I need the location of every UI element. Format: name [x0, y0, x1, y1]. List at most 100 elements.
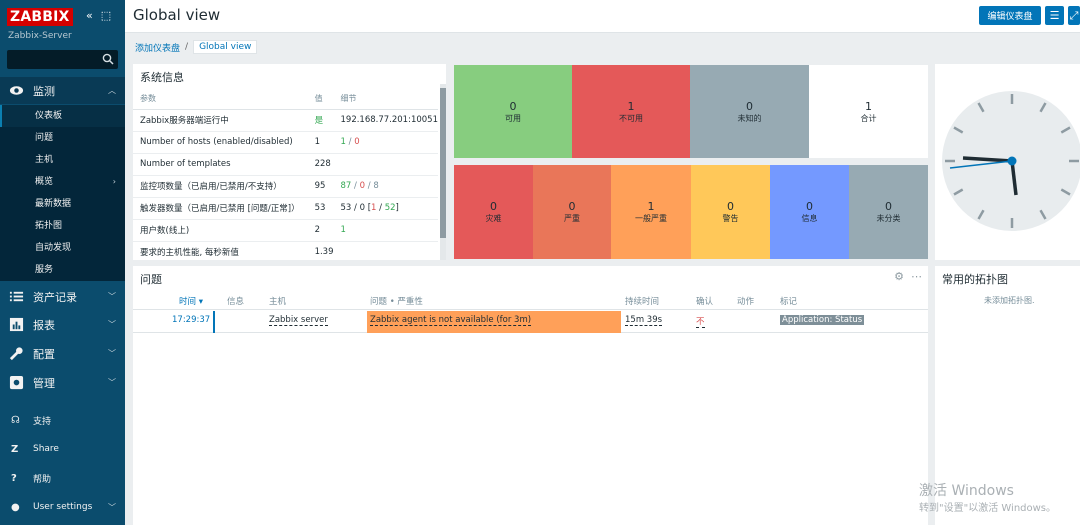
headset-icon: ☊ [11, 414, 20, 426]
menu-share-label: Share [33, 444, 59, 454]
severity-tile-information[interactable]: 0 信息 [770, 165, 849, 259]
submenu-label: 拓扑图 [35, 221, 63, 231]
chevron-right-icon: › [112, 177, 116, 186]
submenu-services[interactable]: 服务 [0, 259, 125, 281]
detail-prefix: 53 / 0 [ [340, 203, 372, 213]
separator: / [376, 203, 385, 213]
menu-support[interactable]: ☊ 支持 [0, 408, 125, 432]
enabled-count: 1 [340, 137, 346, 147]
submenu-latest-data[interactable]: 最新数据 [0, 193, 125, 215]
severity-tile-warning[interactable]: 0 警告 [691, 165, 770, 259]
menu-help-label: 帮助 [33, 474, 52, 485]
severity-tile-high[interactable]: 0 严重 [533, 165, 611, 259]
severity-tile-average[interactable]: 1 一般严重 [611, 165, 691, 259]
collapse-sidebar-icon[interactable]: « [86, 9, 93, 22]
system-info-table: 参数 值 细节 Zabbix服务器端运行中 是 192.168.77.201:1… [133, 88, 438, 260]
value-cell: 53 [307, 197, 334, 220]
submenu-overview[interactable]: 概览 › [0, 171, 125, 193]
submenu-maps[interactable]: 拓扑图 [0, 215, 125, 237]
tile-label: 严重 [564, 214, 580, 223]
menu-administration[interactable]: 管理 ﹀ [0, 369, 125, 396]
tile-label: 信息 [801, 214, 818, 223]
widget-title: 常用的拓扑图 [942, 273, 1008, 286]
submenu-problems[interactable]: 问题 [0, 127, 125, 149]
breadcrumb-separator: / [185, 42, 189, 52]
param-cell: 监控项数量（已启用/已禁用/不支持） [133, 175, 308, 198]
detail-cell: 192.168.77.201:10051 [333, 109, 438, 132]
separator: / [345, 137, 355, 147]
table-header-row: 参数 值 细节 [133, 88, 438, 110]
zabbix-logo[interactable]: ZABBIX [7, 8, 73, 26]
severity-tile-not-classified[interactable]: 0 未分类 [849, 165, 928, 259]
detail-cell: 53 / 0 [1 / 52] [333, 197, 438, 220]
problem-tag: Application: Status [780, 315, 865, 325]
menu-reports[interactable]: 报表 ﹀ [0, 311, 125, 338]
system-info-widget: 系统信息 参数 值 细节 Zabbix服务器端运行中 是 192.168.77.… [133, 64, 446, 260]
fullscreen-button[interactable]: ⤢ [1068, 6, 1080, 25]
problem-time[interactable]: 17:29:37 [172, 315, 211, 325]
table-row: 监控项数量（已启用/已禁用/不支持） 95 87 / 0 / 8 [133, 175, 438, 198]
search-icon[interactable] [102, 53, 114, 65]
problem-name[interactable]: Zabbix agent is not available (for 3m) [370, 315, 532, 326]
sidebar: ZABBIX « ⬚ Zabbix-Server 监测 ︿ 仪表板 问题 主机 … [0, 0, 125, 525]
menu-user-settings[interactable]: ● User settings ﹀ [0, 495, 125, 519]
windows-activation-watermark: 激活 Windows 转到"设置"以激活 Windows。 [919, 483, 1056, 517]
breadcrumb-current[interactable]: Global view [193, 40, 258, 54]
submenu-label: 问题 [35, 133, 54, 143]
menu-monitoring[interactable]: 监测 ︿ [0, 77, 125, 104]
menu-configuration[interactable]: 配置 ﹀ [0, 340, 125, 367]
tile-count: 0 [509, 99, 517, 113]
problem-count: 1 [371, 203, 377, 213]
problems-table-header: 时间 ▾ 信息 主机 问题 • 严重性 持续时间 确认 动作 标记 [133, 291, 928, 310]
severity-tile-disaster[interactable]: 0 灾难 [454, 165, 533, 259]
list-icon [9, 291, 24, 302]
menu-share[interactable]: Z Share [0, 437, 125, 461]
submenu-discovery[interactable]: 自动发现 [0, 237, 125, 259]
dashboard-menu-button[interactable]: ☰ [1045, 6, 1064, 25]
column-header-param: 参数 [133, 88, 308, 110]
host-tile-unavailable[interactable]: 1 不可用 [572, 65, 690, 158]
column-header-time[interactable]: 时间 ▾ [179, 297, 203, 307]
kiosk-mode-icon[interactable]: ⬚ [100, 9, 112, 22]
host-tile-available[interactable]: 0 可用 [454, 65, 572, 158]
problem-host[interactable]: Zabbix server [269, 315, 328, 326]
search-input[interactable] [7, 50, 118, 69]
help-icon: ? [11, 472, 17, 484]
host-tile-total[interactable]: 1 合计 [809, 65, 928, 158]
problem-duration[interactable]: 15m 39s [625, 315, 663, 326]
gear-icon[interactable]: ⚙ [894, 270, 904, 283]
param-cell: 用户数(线上) [133, 219, 308, 242]
table-row: 用户数(线上) 2 1 [133, 219, 438, 242]
breadcrumb-parent[interactable]: 添加仪表盘 [135, 43, 181, 54]
menu-administration-label: 管理 [33, 376, 55, 390]
tile-count: 1 [627, 99, 635, 113]
column-header-info: 信息 [227, 297, 245, 307]
tile-label: 未分类 [876, 214, 901, 223]
edit-dashboard-button[interactable]: 编辑仪表盘 [979, 6, 1041, 25]
submenu-hosts[interactable]: 主机 [0, 149, 125, 171]
minute-hand [1010, 160, 1018, 196]
server-name: Zabbix-Server [8, 31, 72, 41]
detail-cell [333, 153, 438, 176]
menu-help[interactable]: ? 帮助 [0, 466, 125, 490]
submenu-dashboard[interactable]: 仪表板 [0, 105, 125, 127]
detail-suffix: ] [395, 203, 399, 213]
tile-label: 未知的 [737, 113, 762, 123]
submenu-label: 主机 [35, 155, 54, 165]
favorite-maps-widget: 常用的拓扑图 未添加拓扑图. [935, 266, 1080, 525]
value-cell: 95 [307, 175, 334, 198]
problem-ack[interactable]: 不 [696, 317, 705, 328]
logo-row: ZABBIX [7, 7, 73, 27]
chart-icon [9, 317, 24, 332]
chevron-down-icon: ﹀ [108, 378, 116, 387]
table-row: 触发器数量（已启用/已禁用 [问题/正常]） 53 53 / 0 [1 / 52… [133, 197, 438, 220]
more-options-icon[interactable]: ⋯ [911, 270, 922, 283]
gear-icon [9, 375, 24, 390]
detail-cell: 1 / 0 [333, 131, 438, 154]
menu-inventory[interactable]: 资产记录 ﹀ [0, 283, 125, 310]
param-cell: Number of hosts (enabled/disabled) [133, 131, 308, 154]
chevron-down-icon: ﹀ [108, 502, 116, 512]
scrollbar-thumb[interactable] [440, 88, 446, 238]
host-tile-unknown[interactable]: 0 未知的 [690, 65, 809, 158]
menu-support-label: 支持 [33, 416, 52, 427]
